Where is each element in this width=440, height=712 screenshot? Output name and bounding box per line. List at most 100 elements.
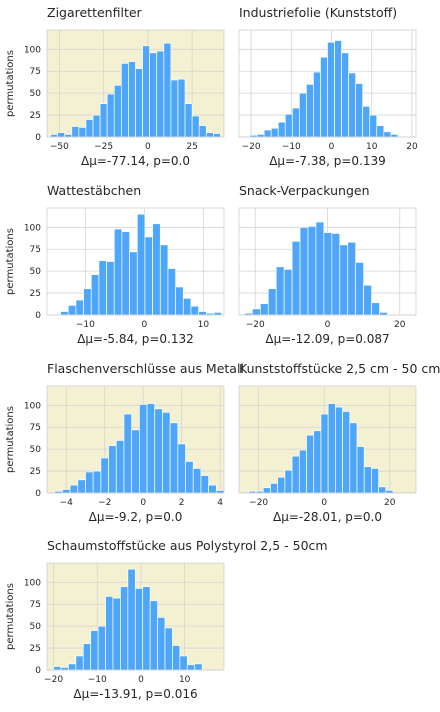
histogram-bar — [284, 113, 293, 138]
histogram-bar — [92, 470, 102, 494]
histogram-bar — [62, 489, 71, 494]
panel-title: Industriefolie (Kunststoff) — [239, 5, 397, 20]
histogram-bar — [339, 244, 349, 316]
y-tick-label: 50 — [30, 267, 42, 277]
histogram-bar — [53, 666, 62, 671]
histogram-bar — [60, 311, 69, 316]
histogram-bar — [75, 655, 84, 671]
y-tick-label: 75 — [30, 423, 41, 433]
histogram-bar — [142, 45, 151, 138]
histogram-bar — [98, 260, 107, 316]
histogram-bar — [71, 126, 80, 138]
plot-frame — [46, 385, 225, 494]
histogram-bar — [144, 236, 153, 316]
histogram-bar — [198, 311, 207, 316]
histogram-bar — [113, 228, 123, 316]
x-axis-label: Δμ=-12.09, p=0.087 — [265, 332, 389, 346]
histogram-bar — [277, 121, 286, 138]
histogram-bar — [369, 114, 378, 138]
histogram-bar — [172, 645, 181, 671]
histogram-bar — [262, 487, 271, 494]
histogram-bar — [347, 241, 357, 316]
histogram-bar — [135, 68, 143, 138]
plot-frame — [46, 562, 225, 671]
histogram-bar — [307, 226, 317, 316]
histogram-bar — [371, 302, 380, 316]
y-tick-label: 25 — [30, 467, 41, 477]
histogram-bar — [356, 446, 365, 494]
histogram-bar — [105, 595, 114, 671]
histogram-bar — [190, 305, 199, 316]
histogram-bar — [323, 232, 333, 316]
histogram-bar — [363, 466, 372, 494]
histogram-bar — [291, 107, 300, 138]
x-tick-label: 25 — [186, 142, 197, 152]
histogram-bar — [177, 78, 186, 138]
x-tick-label: −25 — [94, 142, 113, 152]
y-tick-label: 0 — [35, 311, 41, 321]
histogram-bar — [156, 50, 165, 138]
plot-frame — [46, 29, 225, 138]
histogram-bar — [313, 430, 322, 494]
x-tick-label: −20 — [242, 142, 261, 152]
plot-frame — [238, 385, 417, 494]
histogram-bar — [120, 586, 129, 671]
histogram-bar — [320, 413, 329, 494]
histogram-bar — [83, 288, 92, 316]
histogram-bar — [371, 468, 379, 494]
x-tick-label: 0 — [325, 320, 331, 330]
x-tick-label: 10 — [179, 675, 191, 685]
x-axis-label: Δμ=-7.38, p=0.139 — [269, 154, 386, 168]
panel-title: Zigarettenfilter — [47, 5, 143, 20]
x-tick-label: −20 — [249, 498, 268, 508]
histogram-bar — [376, 125, 385, 138]
x-tick-label: 2 — [179, 498, 185, 508]
y-tick-label: 50 — [30, 445, 42, 455]
x-tick-label: −20 — [246, 320, 265, 330]
panel-1: −50 −25 0 25 0 25 50 75 100 Zigarettenfilter Δμ=-7… — [5, 5, 225, 168]
histogram-bar — [67, 305, 77, 316]
histogram-bar — [97, 625, 106, 671]
histogram-bar — [177, 443, 186, 494]
histogram-bar — [112, 597, 121, 671]
y-axis-label: permutations — [5, 228, 16, 295]
histogram-bar — [90, 630, 99, 671]
histogram-bar — [327, 403, 336, 494]
y-tick-label: 0 — [35, 666, 41, 676]
y-tick-label: 100 — [24, 223, 41, 233]
y-axis-label: permutations — [5, 406, 16, 473]
histogram-bar — [149, 600, 158, 671]
histogram-bar — [121, 231, 130, 316]
histogram-bar — [142, 586, 151, 671]
histogram-bar — [123, 413, 133, 494]
y-tick-label: 25 — [30, 111, 41, 121]
histogram-bar — [194, 663, 203, 671]
y-tick-label: 0 — [35, 489, 41, 499]
histogram-bar — [348, 72, 357, 138]
histogram-bar — [362, 105, 371, 138]
plot-frame — [238, 29, 417, 138]
histogram-bar — [259, 303, 269, 316]
y-axis-label: permutations — [5, 583, 16, 650]
x-tick-label: −4 — [60, 498, 74, 508]
histogram-bar — [169, 422, 179, 494]
histogram-bar — [149, 52, 158, 138]
histogram-bar — [100, 457, 109, 494]
histogram-bar — [164, 627, 173, 671]
histogram-bar — [355, 262, 364, 316]
histogram-bar — [134, 588, 144, 671]
x-tick-label: 0 — [141, 320, 147, 330]
histogram-bar — [75, 299, 84, 316]
y-tick-label: 0 — [35, 133, 41, 143]
histogram-bar — [92, 114, 101, 138]
histogram-bar — [355, 83, 364, 138]
histogram-bar — [342, 411, 351, 494]
x-tick-label: 0 — [321, 498, 327, 508]
y-tick-label: 25 — [30, 289, 41, 299]
histogram-bar — [331, 233, 341, 316]
x-axis-label: Δμ=-28.01, p=0.0 — [273, 510, 382, 524]
histogram-bar — [306, 84, 314, 138]
x-tick-label: −50 — [50, 142, 69, 152]
histogram-bar — [263, 129, 272, 138]
x-tick-label: 0 — [329, 142, 335, 152]
